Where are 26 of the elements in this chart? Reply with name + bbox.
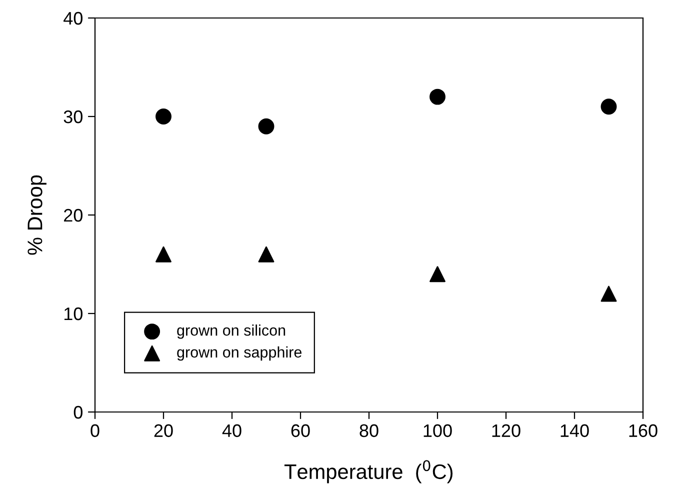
legend-label: grown on sapphire [177,346,302,361]
legend-label: grown on silicon [177,324,286,339]
x-tick-label: 160 [629,424,658,438]
y-tick-label: 40 [64,12,82,25]
x-tick-label: 0 [90,424,100,438]
point [600,286,617,302]
point [156,108,172,124]
x-tick-label: 140 [560,424,589,438]
point [600,98,617,115]
point [156,246,172,262]
point [258,246,274,262]
x-tick-label: 20 [154,424,173,438]
y-tick-label: 20 [64,208,82,222]
x-tick-label: 100 [424,424,452,438]
x-axis-title: Temperature ($^{0}$C) [284,460,453,484]
y-tick-label: 10 [64,307,82,320]
point [430,88,446,105]
x-tick-label: 60 [291,424,310,438]
point [258,118,274,134]
y-tick-label: 0 [74,406,82,419]
y-axis-title: % Droop [28,175,46,255]
x-tick-label: 120 [492,424,520,438]
point [430,266,446,282]
x-tick-label: 80 [360,424,378,438]
x-tick-label: 40 [222,424,242,438]
y-tick-label: 30 [64,110,82,124]
